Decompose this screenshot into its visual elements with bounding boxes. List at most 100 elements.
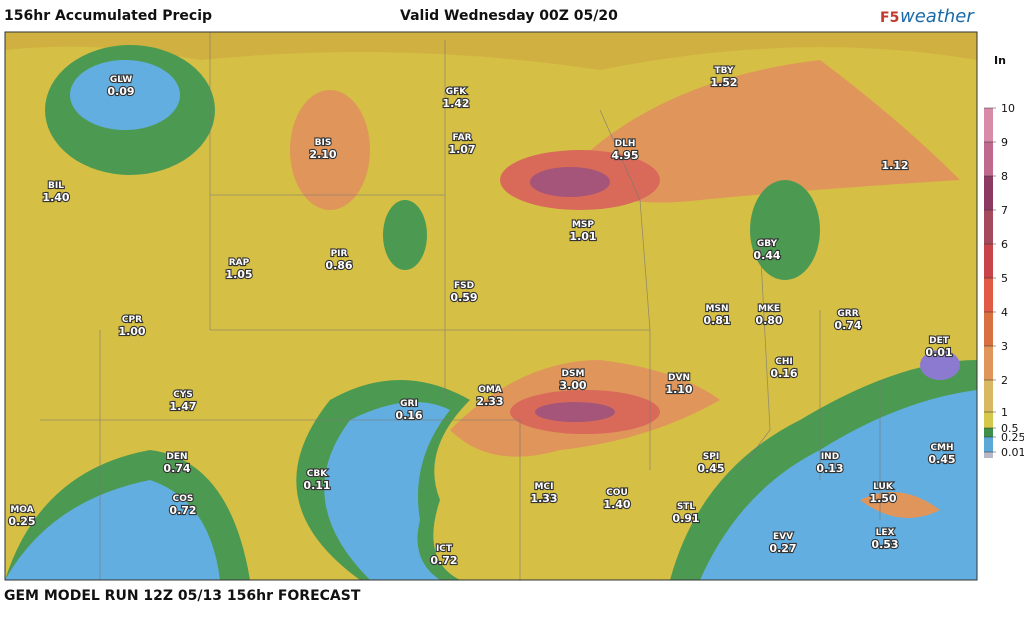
valid-time: Valid Wednesday 00Z 05/20 <box>400 8 618 24</box>
legend-swatch <box>984 452 993 458</box>
station-code: DET <box>929 336 950 346</box>
legend-swatch <box>984 437 993 452</box>
station-value: 3.00 <box>559 379 586 392</box>
station-code: IND <box>821 452 839 462</box>
station-code: MOA <box>10 505 33 515</box>
legend-swatch <box>984 210 993 244</box>
legend-label: 7 <box>1001 204 1008 217</box>
station-code: GRR <box>837 309 858 319</box>
legend-label: 0.01 <box>1001 446 1024 459</box>
station-value: 1.01 <box>569 230 596 243</box>
legend-swatch <box>984 278 993 312</box>
station-value: 1.47 <box>169 400 196 413</box>
station-value: 0.09 <box>107 85 134 98</box>
station-value: 1.12 <box>881 159 908 172</box>
legend-unit: In <box>994 54 1006 67</box>
station-value: 1.52 <box>710 76 737 89</box>
legend-swatch <box>984 428 993 437</box>
station-value: 1.42 <box>442 97 469 110</box>
legend-swatch <box>984 380 993 412</box>
station-code: GRI <box>400 399 418 409</box>
station-code: COU <box>606 488 628 498</box>
station-code: DVN <box>668 373 690 383</box>
station-code: BIL <box>48 181 64 191</box>
legend-label: 10 <box>1001 102 1015 115</box>
station-code: EVV <box>773 532 793 542</box>
legend-swatch <box>984 108 993 142</box>
legend-label: 5 <box>1001 272 1008 285</box>
station-code: GBY <box>757 239 778 249</box>
station-value: 0.16 <box>395 409 422 422</box>
station-value: 0.27 <box>769 542 796 555</box>
legend-swatch <box>984 346 993 380</box>
station-value: 0.72 <box>169 504 196 517</box>
station-value: 0.16 <box>770 367 797 380</box>
station-value: 2.10 <box>309 148 336 161</box>
legend-label: 3 <box>1001 340 1008 353</box>
station-code: BIS <box>315 138 332 148</box>
station-code: CBK <box>307 469 328 479</box>
station-value: 0.81 <box>703 314 730 327</box>
legend-label: 0.25 <box>1001 431 1024 444</box>
map <box>4 31 978 581</box>
station-code: LEX <box>876 528 895 538</box>
legend-label: 9 <box>1001 136 1008 149</box>
station-value: 0.13 <box>816 462 843 475</box>
legend-label: 0.5 <box>1001 422 1019 435</box>
station-code: TBY <box>714 66 734 76</box>
legend-label: 6 <box>1001 238 1008 251</box>
station-value: 0.74 <box>834 319 861 332</box>
station-code: DLH <box>615 139 636 149</box>
station-code: FAR <box>452 133 471 143</box>
station-value: 0.45 <box>697 462 724 475</box>
station-code: ICT <box>436 544 453 554</box>
station-value: 1.07 <box>448 143 475 156</box>
station-code: CMH <box>930 443 953 453</box>
station-value: 2.33 <box>476 395 503 408</box>
legend-label: 8 <box>1001 170 1008 183</box>
logo: weather <box>900 6 975 27</box>
station-value: 1.10 <box>665 383 692 396</box>
station-value: 4.95 <box>611 149 638 162</box>
station-value: 0.86 <box>325 259 352 272</box>
station-code: MSP <box>572 220 594 230</box>
station-value: 0.53 <box>871 538 898 551</box>
station-value: 0.59 <box>450 291 477 304</box>
station-code: GFK <box>446 87 468 97</box>
station-value: 0.44 <box>753 249 780 262</box>
station-code: STL <box>677 502 696 512</box>
station-code: OMA <box>478 385 502 395</box>
station-value: 0.72 <box>430 554 457 567</box>
legend-swatch <box>984 142 993 176</box>
title: 156hr Accumulated Precip <box>4 8 212 24</box>
station-code: CPR <box>122 315 142 325</box>
station-code: FSD <box>454 281 474 291</box>
station-value: 1.40 <box>42 191 69 204</box>
station-value: 1.00 <box>118 325 145 338</box>
station-code: MSN <box>706 304 729 314</box>
station-value: 1.05 <box>225 268 252 281</box>
station-code: DEN <box>166 452 187 462</box>
station-value: 1.40 <box>603 498 630 511</box>
station-value: 0.25 <box>8 515 35 528</box>
station-value: 0.91 <box>672 512 699 525</box>
station-value: 0.11 <box>303 479 330 492</box>
station-value: 1.33 <box>530 492 557 505</box>
station-code: DSM <box>562 369 585 379</box>
legend-label: 2 <box>1001 374 1008 387</box>
legend-swatch <box>984 412 993 428</box>
legend: In 10 9 8 7 6 5 4 3 2 1 0.50.25 0.01 <box>984 54 1024 459</box>
station-code: COS <box>173 494 194 504</box>
station-value: 0.45 <box>928 453 955 466</box>
station-code: LUK <box>873 482 894 492</box>
legend-swatch <box>984 312 993 346</box>
station-code: PIR <box>331 249 348 259</box>
station-code: MCI <box>535 482 554 492</box>
station-value: 0.74 <box>163 462 190 475</box>
station-code: MKE <box>758 304 780 314</box>
legend-label: 1 <box>1001 406 1008 419</box>
legend-swatch <box>984 244 993 278</box>
station-value: 1.50 <box>869 492 896 505</box>
legend-label: 4 <box>1001 306 1008 319</box>
